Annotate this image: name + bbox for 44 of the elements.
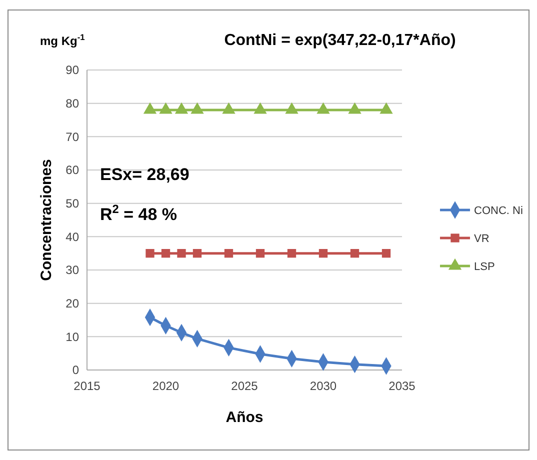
point <box>146 249 154 258</box>
y-tick-label: 20 <box>66 296 80 311</box>
legend-label: CONC. Ni <box>474 204 523 217</box>
point <box>318 249 328 258</box>
point <box>159 102 172 114</box>
annotation: ESx= 28,69 <box>100 165 190 184</box>
y-tick-label: 90 <box>66 63 80 78</box>
x-tick-label: 2030 <box>310 379 337 393</box>
legend-label: LSP <box>474 260 495 273</box>
annotation: R$^{2}$ = 48 % <box>100 202 178 224</box>
x-tick-label: 2035 <box>388 379 416 393</box>
legend-label: VR <box>474 232 490 245</box>
point <box>287 249 296 258</box>
point <box>192 249 202 258</box>
y-tick-label: 50 <box>66 196 80 211</box>
point <box>177 249 186 258</box>
point <box>348 102 362 114</box>
point <box>222 102 236 114</box>
point <box>254 102 267 114</box>
y-tick-label: 10 <box>66 330 80 344</box>
point <box>382 249 391 258</box>
x-axis-title: Años <box>226 409 264 426</box>
point <box>285 102 298 114</box>
y-tick-label: 70 <box>66 130 80 144</box>
y-tick-label: 60 <box>66 163 80 178</box>
point <box>161 249 170 258</box>
text: mg Kg$^{-1}$ <box>40 32 86 48</box>
point <box>380 102 393 114</box>
point <box>174 102 188 114</box>
y-tick-label: 80 <box>66 96 80 111</box>
point <box>224 249 234 258</box>
x-tick-label: 2025 <box>231 379 258 393</box>
y-axis-title: Concentraciones <box>38 159 55 281</box>
point <box>350 249 360 258</box>
point <box>190 102 204 114</box>
point <box>143 102 157 114</box>
point <box>316 102 330 114</box>
point <box>256 249 265 258</box>
y-tick-label: 0 <box>72 363 80 378</box>
y-tick-label: 30 <box>66 263 80 278</box>
x-tick-label: 2020 <box>152 379 180 393</box>
x-tick-label: 2015 <box>74 379 101 393</box>
chart-title: ContNi = exp(347,22-0,17*Año) <box>224 32 456 49</box>
y-tick-label: 40 <box>66 230 80 244</box>
